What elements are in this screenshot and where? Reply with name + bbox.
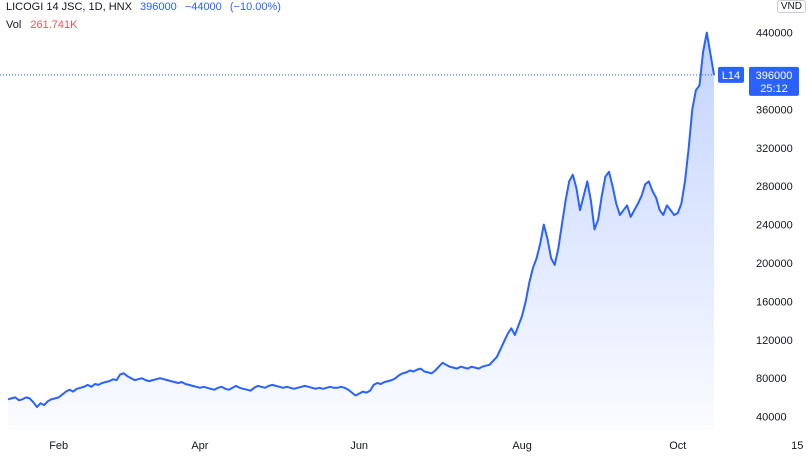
- x-tick-label: Feb: [49, 440, 68, 452]
- price-tag-box: [749, 66, 799, 96]
- y-tick-label: 120000: [756, 335, 793, 347]
- x-tick-label: Jun: [350, 440, 368, 452]
- y-axis[interactable]: 40000 80000 120000 160000 200000 240000 280000…: [756, 28, 793, 424]
- price-change-value: −44000: [184, 1, 222, 13]
- x-tick-label: 15: [791, 440, 803, 452]
- x-tick-label: Oct: [669, 440, 686, 452]
- price-change-percent: (−10.00%): [229, 1, 281, 13]
- y-tick-label: 320000: [756, 143, 793, 155]
- price-line: [7, 31, 715, 408]
- volume-legend: Vol 261.741K: [6, 19, 77, 31]
- y-tick-label: 200000: [756, 258, 793, 270]
- y-tick-label: 240000: [756, 220, 793, 232]
- volume-label[interactable]: Vol: [6, 19, 22, 31]
- y-tick-label: 280000: [756, 181, 793, 193]
- price-line-layer: [7, 31, 715, 408]
- y-tick-label: 80000: [756, 373, 787, 385]
- last-price-value: 396000: [140, 1, 177, 13]
- price-area: [8, 32, 714, 430]
- price-tag-value: 396000: [756, 70, 793, 82]
- currency-badge[interactable]: VND: [776, 0, 806, 13]
- ticker-tag: L14: [722, 70, 740, 82]
- x-tick-label: Apr: [191, 440, 208, 452]
- y-tick-label: 440000: [756, 28, 793, 40]
- symbol-title[interactable]: LICOGI 14 JSC, 1D, HNX: [6, 1, 132, 13]
- y-tick-label: 160000: [756, 296, 793, 308]
- x-axis[interactable]: FebAprJunAugOct152022: [49, 440, 810, 452]
- x-tick-label: Aug: [512, 440, 532, 452]
- y-tick-label: 40000: [756, 412, 787, 424]
- chart-legend-header: LICOGI 14 JSC, 1D, HNX 396000 −44000 (−1…: [6, 1, 286, 13]
- countdown-value: 25:12: [760, 83, 788, 95]
- area-fill: [8, 32, 714, 430]
- ticker-tag-box: [718, 66, 744, 83]
- volume-value: 261.741K: [30, 19, 78, 31]
- y-tick-label: 360000: [756, 104, 793, 116]
